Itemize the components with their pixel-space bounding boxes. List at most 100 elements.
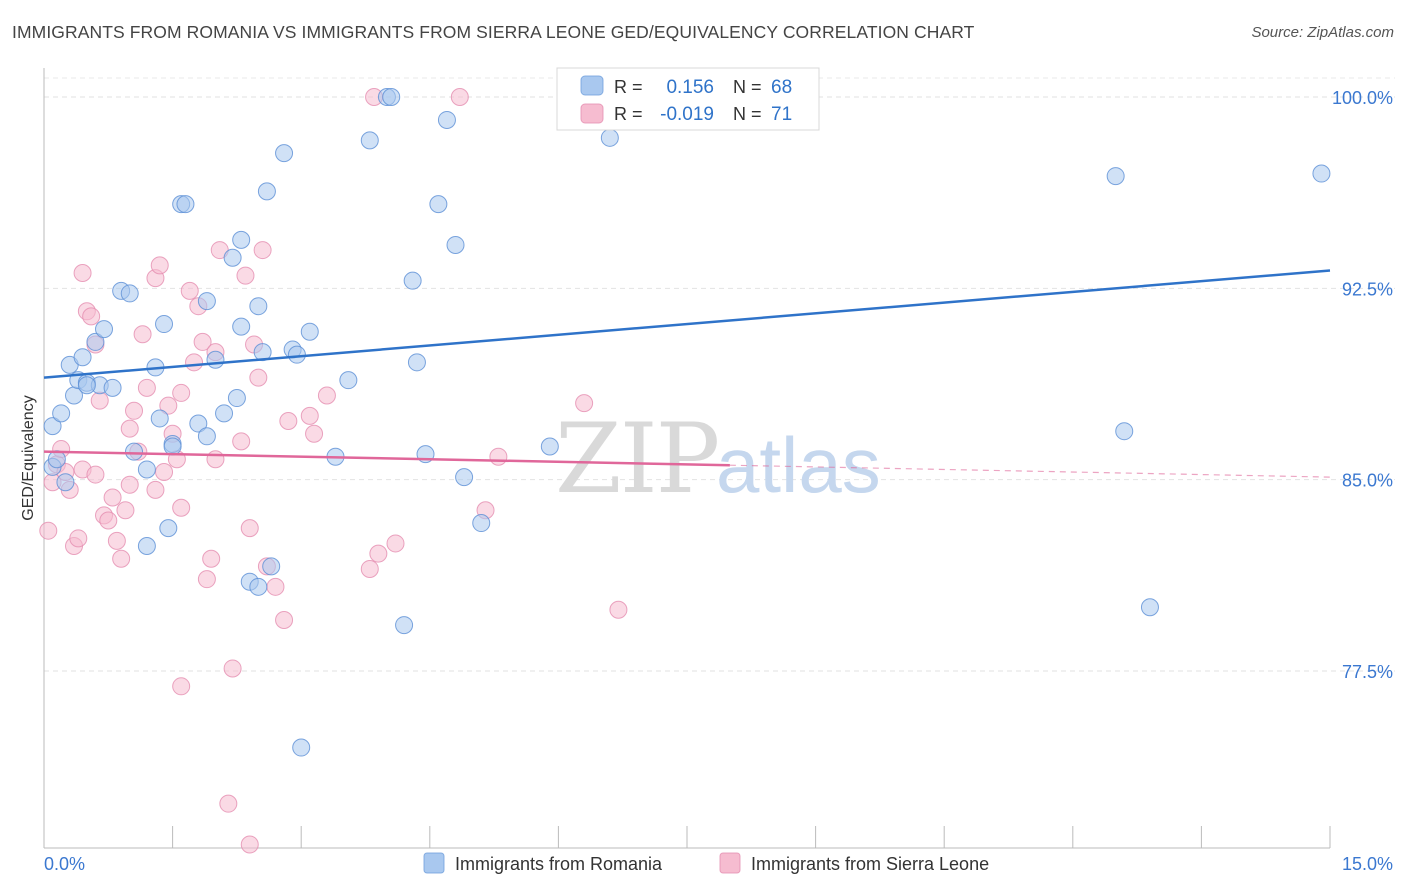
y-tick-label: 100.0% (1332, 88, 1393, 108)
sierra-leone-point (240, 519, 259, 538)
bottom-legend: Immigrants from Romania Immigrants from … (423, 852, 989, 874)
sierra-leone-point (172, 383, 191, 402)
romania-point (215, 404, 234, 423)
sierra-leone-point (386, 534, 405, 553)
sierra-leone-point (575, 394, 594, 413)
romania-point (197, 427, 216, 446)
romania-point (47, 450, 66, 469)
romania-point (292, 738, 311, 757)
sierra-leone-point (137, 378, 156, 397)
romania-point (155, 315, 174, 334)
sierra-leone-point (120, 475, 139, 494)
sierra-leone-point (489, 447, 508, 466)
sierra-leone-point (249, 368, 268, 387)
sierra-leone-point (82, 307, 101, 326)
sierra-leone-point (99, 511, 118, 530)
romania-point (275, 144, 294, 163)
series-sierra-leone-points (39, 88, 628, 854)
sierra-leone-point (125, 401, 144, 420)
romania-point (382, 88, 401, 106)
sierra-leone-point (103, 488, 122, 507)
sierra-leone-point (155, 463, 174, 482)
romania-point (1312, 164, 1331, 183)
stats-swatch-sierra-leone (580, 103, 604, 124)
sierra-leone-point (159, 396, 178, 415)
sierra-leone-point (253, 241, 272, 260)
romania-point (176, 195, 195, 214)
romania-point (1115, 422, 1134, 441)
watermark-zip: ZIP (555, 403, 718, 515)
sierra-leone-point (206, 450, 225, 469)
sierra-leone-point (39, 521, 58, 540)
stats-n-value-sierra-leone: 71 (771, 104, 792, 125)
romania-point (56, 473, 75, 492)
y-tick-label: 92.5% (1342, 279, 1393, 299)
sierra-leone-point (180, 281, 199, 300)
romania-point (197, 292, 216, 311)
sierra-leone-point (69, 529, 88, 548)
sierra-leone-point (223, 659, 242, 678)
sierra-leone-point (150, 256, 169, 275)
stats-r-label-sierra-leone: R = (614, 104, 643, 124)
romania-point (137, 460, 156, 479)
romania-point (77, 376, 96, 395)
romania-point (206, 350, 225, 369)
romania-point (95, 320, 114, 339)
stats-n-value-romania: 68 (771, 77, 792, 98)
sierra-leone-point (317, 386, 336, 405)
sierra-leone-point (73, 264, 92, 283)
legend-label-sierra-leone: Immigrants from Sierra Leone (751, 854, 989, 874)
watermark: ZIP atlas (555, 403, 881, 515)
romania-point (163, 437, 182, 456)
romania-point (103, 378, 122, 397)
romania-point (360, 131, 379, 150)
romania-point (249, 297, 268, 316)
stats-r-label-romania: R = (614, 77, 643, 97)
romania-point (600, 128, 619, 147)
sierra-leone-point (236, 266, 255, 285)
sierra-leone-point (193, 332, 212, 351)
y-axis-label: GED/Equivalency (20, 395, 37, 520)
romania-point (257, 182, 276, 201)
sierra-leone-point (369, 544, 388, 563)
romania-point (150, 409, 169, 428)
watermark-atlas: atlas (716, 421, 881, 509)
romania-point (189, 414, 208, 433)
romania-point (232, 317, 251, 336)
sierra-leone-point (112, 549, 131, 568)
legend-label-romania: Immigrants from Romania (455, 854, 663, 874)
sierra-leone-point (86, 465, 105, 484)
romania-point (403, 271, 422, 290)
sierra-leone-point (279, 411, 298, 430)
trend-line-blue (43, 269, 1331, 379)
sierra-leone-point (450, 88, 469, 106)
sierra-leone-point (172, 677, 191, 696)
romania-point (1140, 598, 1159, 617)
sierra-leone-point (202, 549, 221, 568)
romania-point (137, 536, 156, 555)
y-tick-label: 85.0% (1342, 471, 1393, 491)
sierra-leone-point (219, 794, 238, 813)
romania-point (407, 353, 426, 372)
sierra-leone-point (300, 406, 319, 425)
romania-point (249, 577, 268, 596)
stats-r-value-sierra-leone: -0.019 (660, 104, 714, 125)
sierra-leone-point (133, 325, 152, 344)
romania-point (429, 195, 448, 214)
series-romania-points (43, 88, 1331, 757)
romania-point (120, 284, 139, 303)
tick-labels: 100.0% 92.5% 85.0% 77.5% 0.0% 15.0% (44, 88, 1393, 874)
stats-n-label-sierra-leone: N = (733, 104, 762, 124)
romania-point (437, 110, 456, 129)
romania-point (159, 519, 178, 538)
chart-title: IMMIGRANTS FROM ROMANIA VS IMMIGRANTS FR… (12, 22, 975, 42)
legend-swatch-sierra-leone (719, 852, 741, 874)
romania-point (446, 235, 465, 254)
sierra-leone-point (116, 501, 135, 520)
romania-point (300, 322, 319, 341)
sierra-leone-point (107, 531, 126, 550)
sierra-leone-point (609, 600, 628, 619)
romania-point (52, 404, 71, 423)
romania-point (223, 248, 242, 267)
